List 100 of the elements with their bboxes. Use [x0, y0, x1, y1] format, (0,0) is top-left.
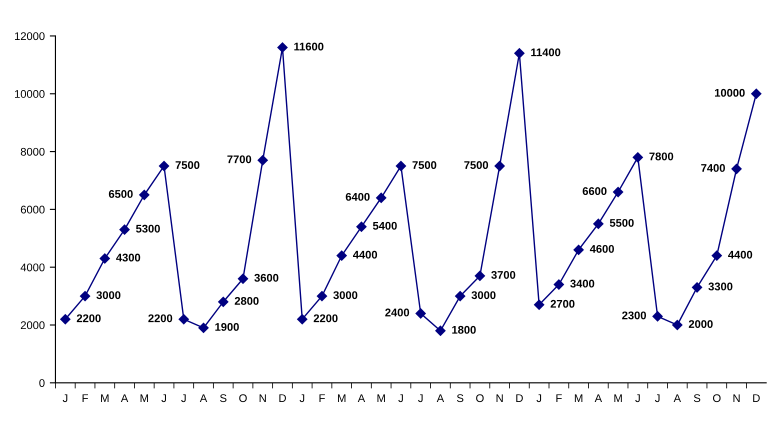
point [731, 164, 742, 174]
point [435, 326, 446, 336]
point [652, 311, 663, 322]
point [238, 274, 248, 284]
y-tick-label: 10000 [14, 90, 45, 98]
point [574, 244, 584, 255]
point [692, 282, 702, 293]
point [297, 314, 308, 324]
data-label: 10000 [714, 88, 745, 97]
data-label: 2200 [314, 314, 338, 322]
x-tick-label: M [338, 394, 346, 402]
x-tick-label: J [181, 394, 186, 402]
data-label: 4300 [116, 254, 140, 262]
point [396, 160, 406, 172]
point [356, 222, 367, 232]
data-label: 2200 [76, 314, 101, 322]
x-tick-label: A [200, 394, 208, 402]
x-tick-label: S [694, 394, 700, 402]
x-tick-label: D [279, 394, 286, 402]
data-label: 2800 [234, 296, 259, 305]
data-label: 7500 [464, 161, 488, 170]
point [494, 160, 505, 172]
point [100, 253, 110, 264]
x-tick-label: M [140, 394, 148, 402]
data-label: 11400 [531, 48, 560, 56]
data-label: 3700 [491, 270, 516, 279]
x-tick-label: N [496, 394, 503, 402]
x-tick-label: S [456, 394, 464, 402]
point [139, 190, 150, 200]
point [554, 279, 564, 290]
x-tick-label: F [82, 394, 88, 402]
data-label: 6600 [582, 187, 607, 196]
data-label: 6500 [108, 190, 133, 198]
point [178, 314, 189, 324]
data-label: 2200 [148, 314, 172, 322]
x-tick-label: A [358, 394, 366, 402]
x-tick-label: J [62, 394, 68, 402]
point [455, 290, 466, 302]
data-label: 3300 [708, 282, 732, 290]
x-tick-label: N [733, 394, 740, 402]
data-label: 7800 [649, 152, 674, 160]
x-tick-label: J [398, 394, 403, 402]
data-label: 1900 [215, 323, 239, 331]
x-tick-label: M [101, 394, 109, 402]
y-tick-label: 12000 [14, 32, 45, 40]
x-tick-label: O [239, 394, 247, 402]
x-tick-label: F [556, 394, 562, 402]
x-tick-label: A [674, 394, 682, 402]
data-label: 3000 [333, 291, 358, 300]
x-tick-label: J [536, 394, 542, 402]
x-tick-label: J [654, 394, 660, 402]
data-label: 4400 [728, 250, 752, 259]
point [119, 224, 130, 235]
x-tick-label: M [614, 394, 622, 402]
data-label: 5400 [372, 222, 397, 230]
x-tick-label: J [300, 394, 304, 402]
point [336, 250, 347, 261]
data-label: 4600 [590, 244, 614, 253]
point [277, 42, 288, 53]
data-label: 3600 [254, 274, 278, 282]
x-tick-label: J [418, 394, 423, 402]
data-label: 4400 [352, 250, 378, 259]
data-label: 7700 [227, 155, 252, 164]
data-label: 11600 [294, 42, 324, 50]
x-tick-label: A [120, 394, 128, 402]
data-label: 5500 [610, 218, 634, 227]
point [258, 155, 268, 166]
x-tick-label: O [713, 394, 721, 402]
x-tick-label: N [260, 394, 266, 402]
x-tick-label: J [635, 394, 640, 402]
point [672, 320, 682, 330]
point [612, 186, 624, 198]
y-tick-label: 8000 [20, 148, 45, 156]
point [632, 152, 643, 162]
data-label: 2400 [385, 308, 410, 316]
point [593, 218, 604, 229]
data-label: 3000 [472, 291, 496, 300]
point [218, 296, 228, 307]
x-tick-label: J [161, 394, 166, 402]
data-label: 5300 [136, 224, 160, 233]
data-label: 1800 [452, 326, 476, 334]
point [60, 314, 70, 324]
x-tick-label: F [319, 394, 325, 402]
x-tick-label: O [476, 394, 484, 402]
x-tick-label: M [574, 394, 582, 402]
data-label: 6400 [346, 192, 370, 201]
point [158, 160, 170, 172]
x-tick-label: D [516, 394, 523, 402]
x-tick-label: A [436, 394, 444, 402]
y-tick-label: 0 [39, 379, 45, 387]
data-label: 7400 [701, 164, 725, 172]
data-label: 3000 [96, 291, 120, 300]
point [514, 48, 524, 58]
x-tick-label: M [377, 394, 385, 402]
point [198, 322, 209, 334]
point [416, 308, 426, 319]
point [80, 290, 90, 302]
point [474, 270, 486, 281]
x-tick-label: S [220, 394, 226, 402]
data-label: 2700 [550, 300, 574, 308]
